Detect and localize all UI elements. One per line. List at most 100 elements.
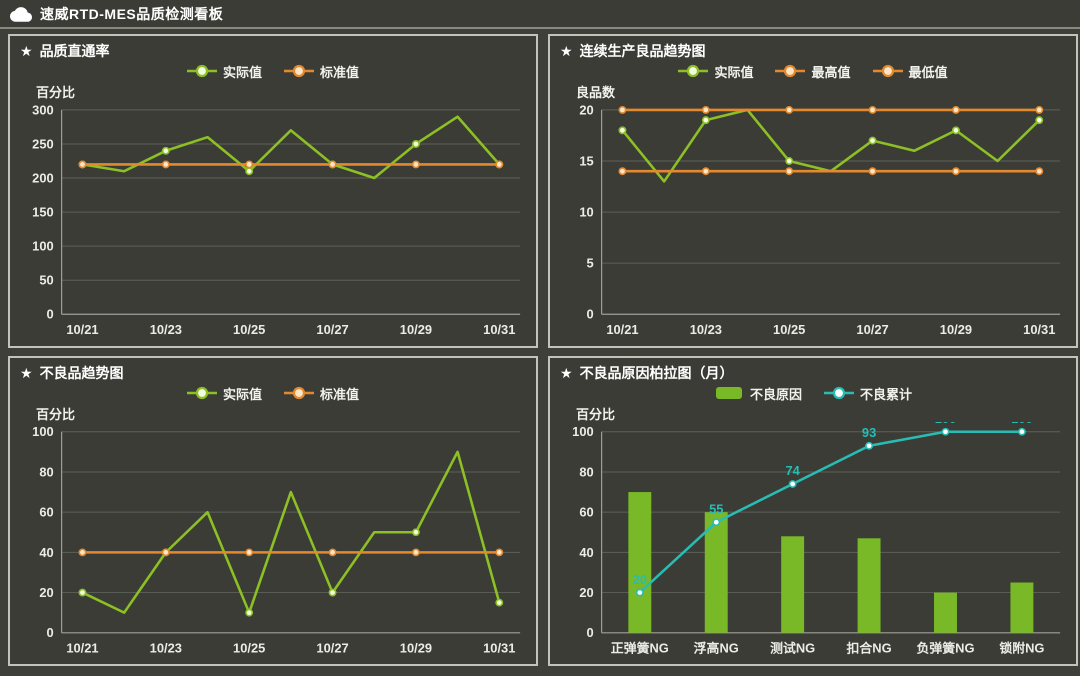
svg-text:10/23: 10/23 [690, 322, 722, 337]
svg-text:10/31: 10/31 [1023, 322, 1055, 337]
line-chart-canvas[interactable]: 0 50 100 150 200 250 300 10/21 10/23 10/25 10/27 10… [10, 100, 536, 346]
y-axis-name: 百分比 [36, 407, 76, 422]
chart-legend: 实际值 标准值 [10, 382, 536, 404]
svg-text:10/29: 10/29 [940, 322, 972, 337]
panel-title-label: 连续生产良品趋势图 [579, 42, 706, 59]
legend-label: 最高值 [811, 64, 851, 80]
svg-text:0: 0 [46, 307, 53, 322]
svg-text:正弹簧NG: 正弹簧NG [611, 640, 669, 655]
svg-text:10/29: 10/29 [400, 322, 432, 337]
svg-text:0: 0 [586, 625, 593, 640]
dashboard-grid: ★ 品质直通率 实际值 标准值 百分比 0 50 100 150 200 250 300 10/… [0, 29, 1080, 666]
svg-text:93: 93 [862, 425, 876, 440]
svg-text:55: 55 [709, 502, 723, 517]
svg-text:10/25: 10/25 [233, 640, 265, 655]
legend-item-不良累计[interactable]: 不良累计 [824, 384, 912, 403]
svg-text:10/27: 10/27 [856, 322, 888, 337]
svg-text:10/27: 10/27 [316, 322, 348, 337]
panel-defect-pareto: ★ 不良品原因柏拉图（月） 不良原因 不良累计 百分比 0 20 40 60 80 100 正… [548, 356, 1078, 666]
svg-text:10/25: 10/25 [233, 322, 265, 337]
legend-label: 不良累计 [860, 386, 913, 402]
dashboard-title: 速威RTD-MES品质检测看板 [40, 5, 224, 22]
svg-text:0: 0 [46, 625, 53, 640]
star-icon: ★ [560, 364, 573, 381]
svg-text:100: 100 [32, 239, 53, 254]
panel-first-pass-yield: ★ 品质直通率 实际值 标准值 百分比 0 50 100 150 200 250 300 10/… [8, 34, 538, 348]
panel-title: ★ 不良品原因柏拉图（月） [550, 358, 1076, 382]
line-chart-canvas[interactable]: 0 20 40 60 80 100 10/21 10/23 10/25 10/27 10/29 10/… [10, 422, 536, 664]
svg-text:100: 100 [935, 422, 957, 426]
star-icon: ★ [20, 42, 33, 59]
panel-title: ★ 不良品趋势图 [10, 358, 536, 382]
svg-text:50: 50 [39, 273, 53, 288]
line-legend-marker-icon [186, 64, 217, 78]
legend-item-不良原因[interactable]: 不良原因 [714, 384, 802, 403]
svg-text:10/23: 10/23 [150, 322, 182, 337]
legend-label: 实际值 [714, 64, 754, 80]
svg-text:负弹簧NG: 负弹簧NG [916, 640, 974, 655]
legend-item-最低值[interactable]: 最低值 [872, 62, 948, 81]
svg-text:10/29: 10/29 [400, 640, 432, 655]
svg-text:40: 40 [39, 545, 53, 560]
svg-text:10: 10 [579, 205, 593, 220]
svg-text:扣合NG: 扣合NG [847, 640, 892, 655]
pareto-chart-canvas[interactable]: 0 20 40 60 80 100 正弹簧NG 浮高NG 测试NG 扣合NG 负弹簧NG 锁附NG 20… [550, 422, 1076, 664]
y-axis-name: 百分比 [576, 407, 616, 422]
line-legend-marker-icon [872, 64, 903, 78]
svg-text:10/31: 10/31 [483, 640, 515, 655]
svg-text:10/31: 10/31 [483, 322, 515, 337]
line-legend-marker-icon [824, 386, 854, 400]
panel-title-label: 不良品原因柏拉图（月） [579, 364, 734, 381]
svg-text:60: 60 [579, 505, 593, 520]
star-icon: ★ [20, 364, 33, 381]
svg-text:10/23: 10/23 [150, 640, 182, 655]
legend-label: 标准值 [320, 386, 360, 402]
svg-text:74: 74 [785, 463, 800, 478]
svg-text:40: 40 [579, 545, 593, 560]
svg-text:300: 300 [32, 102, 53, 117]
svg-text:10/21: 10/21 [66, 640, 98, 655]
svg-text:200: 200 [32, 170, 53, 185]
legend-item-实际值[interactable]: 实际值 [186, 384, 262, 403]
y-axis-name: 百分比 [36, 85, 76, 100]
line-legend-marker-icon [284, 64, 314, 78]
svg-text:0: 0 [586, 307, 593, 322]
legend-item-实际值[interactable]: 实际值 [186, 62, 262, 81]
svg-text:浮高NG: 浮高NG [694, 640, 739, 655]
legend-label: 最低值 [908, 64, 948, 80]
panel-title-label: 不良品趋势图 [39, 364, 124, 381]
chart-legend: 不良原因 不良累计 [550, 382, 1076, 404]
svg-text:250: 250 [32, 136, 53, 151]
svg-text:100: 100 [572, 424, 594, 439]
svg-text:80: 80 [39, 464, 53, 479]
line-legend-marker-icon [186, 386, 217, 400]
svg-text:20: 20 [633, 572, 647, 587]
svg-text:20: 20 [39, 585, 53, 600]
svg-text:80: 80 [579, 464, 593, 479]
panel-title: ★ 连续生产良品趋势图 [550, 36, 1076, 60]
svg-text:5: 5 [586, 256, 593, 271]
svg-text:10/21: 10/21 [66, 322, 98, 337]
legend-item-最高值[interactable]: 最高值 [775, 62, 851, 81]
svg-text:10/25: 10/25 [773, 322, 805, 337]
svg-text:150: 150 [32, 205, 53, 220]
panel-defect-trend: ★ 不良品趋势图 实际值 标准值 百分比 0 20 40 60 80 100 10/21 10/… [8, 356, 538, 666]
svg-text:100: 100 [32, 424, 54, 439]
svg-text:锁附NG: 锁附NG [999, 640, 1044, 655]
legend-item-标准值[interactable]: 标准值 [284, 62, 359, 81]
line-legend-marker-icon [284, 386, 314, 400]
line-chart-canvas[interactable]: 0 5 10 15 20 10/21 10/23 10/25 10/27 10/29 10/31 [550, 100, 1076, 346]
panel-title: ★ 品质直通率 [10, 36, 536, 60]
svg-text:60: 60 [39, 505, 53, 520]
panel-good-product-trend: ★ 连续生产良品趋势图 实际值 最高值 最低值 良品数 0 5 10 15 20 10/21 1… [548, 34, 1078, 348]
svg-text:20: 20 [579, 102, 593, 117]
legend-label: 实际值 [222, 386, 262, 402]
legend-item-标准值[interactable]: 标准值 [284, 384, 359, 403]
svg-text:测试NG: 测试NG [770, 640, 815, 655]
svg-text:20: 20 [579, 585, 593, 600]
y-axis-name: 良品数 [576, 85, 616, 100]
line-legend-marker-icon [775, 64, 806, 78]
legend-item-实际值[interactable]: 实际值 [678, 62, 753, 81]
line-legend-marker-icon [678, 64, 709, 78]
legend-label: 实际值 [222, 64, 262, 80]
